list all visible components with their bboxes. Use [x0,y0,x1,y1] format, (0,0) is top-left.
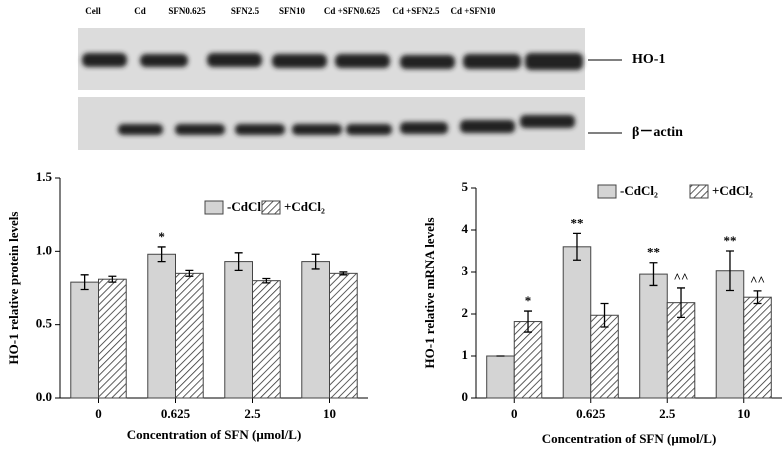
x-tick-label: 2.5 [659,406,676,421]
lane-label: SFN2.5 [231,6,260,16]
error-bar [108,275,117,283]
error-bar [262,277,271,284]
bar [70,281,99,399]
bar [175,272,204,399]
x-axis-label: Concentration of SFN (μmol/L) [127,427,302,442]
lane-label: SFN0.625 [168,6,206,16]
error-bar [572,232,581,261]
bar [147,253,176,399]
bar [639,273,668,399]
bar [486,355,515,399]
marker-label: β－actin [632,125,683,140]
y-tick-label: 5 [462,179,469,194]
bar [224,261,253,399]
significance-label: ^^ [673,270,688,285]
x-tick-label: 0.625 [576,406,606,421]
y-tick-label: 2 [462,305,469,320]
y-tick-label: 1.0 [36,242,52,257]
y-tick-label: 1 [462,347,469,362]
y-axis-label: HO-1 relative protein levels [6,212,21,365]
x-tick-label: 0.625 [161,406,191,421]
x-axis-label: Concentration of SFN (μmol/L) [542,431,717,446]
error-bar [600,302,609,328]
y-tick-label: 1.5 [36,169,53,184]
y-axis-label: HO-1 relative mRNA levels [422,217,437,368]
lane-label: Cell [85,6,101,16]
bar [743,296,772,399]
legend-swatch [261,200,281,215]
error-bar [339,271,348,276]
bar [666,302,696,399]
error-bar [725,250,734,292]
lane-label: SFN10 [279,6,306,16]
legend-swatch [597,184,617,199]
bar [590,314,619,399]
error-bar [311,253,320,270]
bar [562,246,592,399]
error-bar [80,274,89,291]
error-bar [234,252,243,272]
y-tick-label: 0 [462,389,469,404]
western-blot: HO-1 β－actin [78,28,683,150]
error-bar [677,287,686,319]
legend-swatch [204,200,224,215]
lane-label: Cd +SFN2.5 [392,6,440,16]
legend-swatch [689,184,709,199]
significance-label: * [158,229,165,244]
error-bar [649,262,658,287]
y-tick-label: 0.0 [36,389,52,404]
x-tick-label: 10 [323,406,336,421]
significance-label: ** [647,245,660,260]
bar [513,321,543,399]
bar [329,272,358,399]
lane-label: Cd [134,6,146,16]
bar [98,278,127,399]
x-tick-label: 0 [511,406,518,421]
legend-label: -CdCl₂ [620,183,658,198]
x-tick-label: 0 [95,406,102,421]
x-tick-label: 2.5 [244,406,261,421]
bar [252,280,281,399]
marker-label: HO-1 [632,52,665,67]
significance-label: ** [570,215,583,230]
error-bar [753,290,762,305]
y-tick-label: 0.5 [36,316,53,331]
y-tick-label: 4 [462,221,469,236]
error-bar [185,269,194,277]
bar [715,270,745,399]
y-tick-label: 3 [462,263,469,278]
lane-label: Cd +SFN10 [451,6,496,16]
legend-label: -CdCl₂ [227,199,265,214]
lane-label: Cd +SFN0.625 [324,6,381,16]
error-bar [157,246,166,263]
error-bar [524,310,533,333]
significance-label: * [525,293,532,308]
x-tick-label: 10 [737,406,750,421]
bands [82,53,583,135]
significance-label: ** [723,233,736,248]
significance-label: ^^ [750,273,765,288]
legend-label: +CdCl₂ [712,183,753,198]
legend-label: +CdCl₂ [284,199,325,214]
bar [301,261,330,399]
